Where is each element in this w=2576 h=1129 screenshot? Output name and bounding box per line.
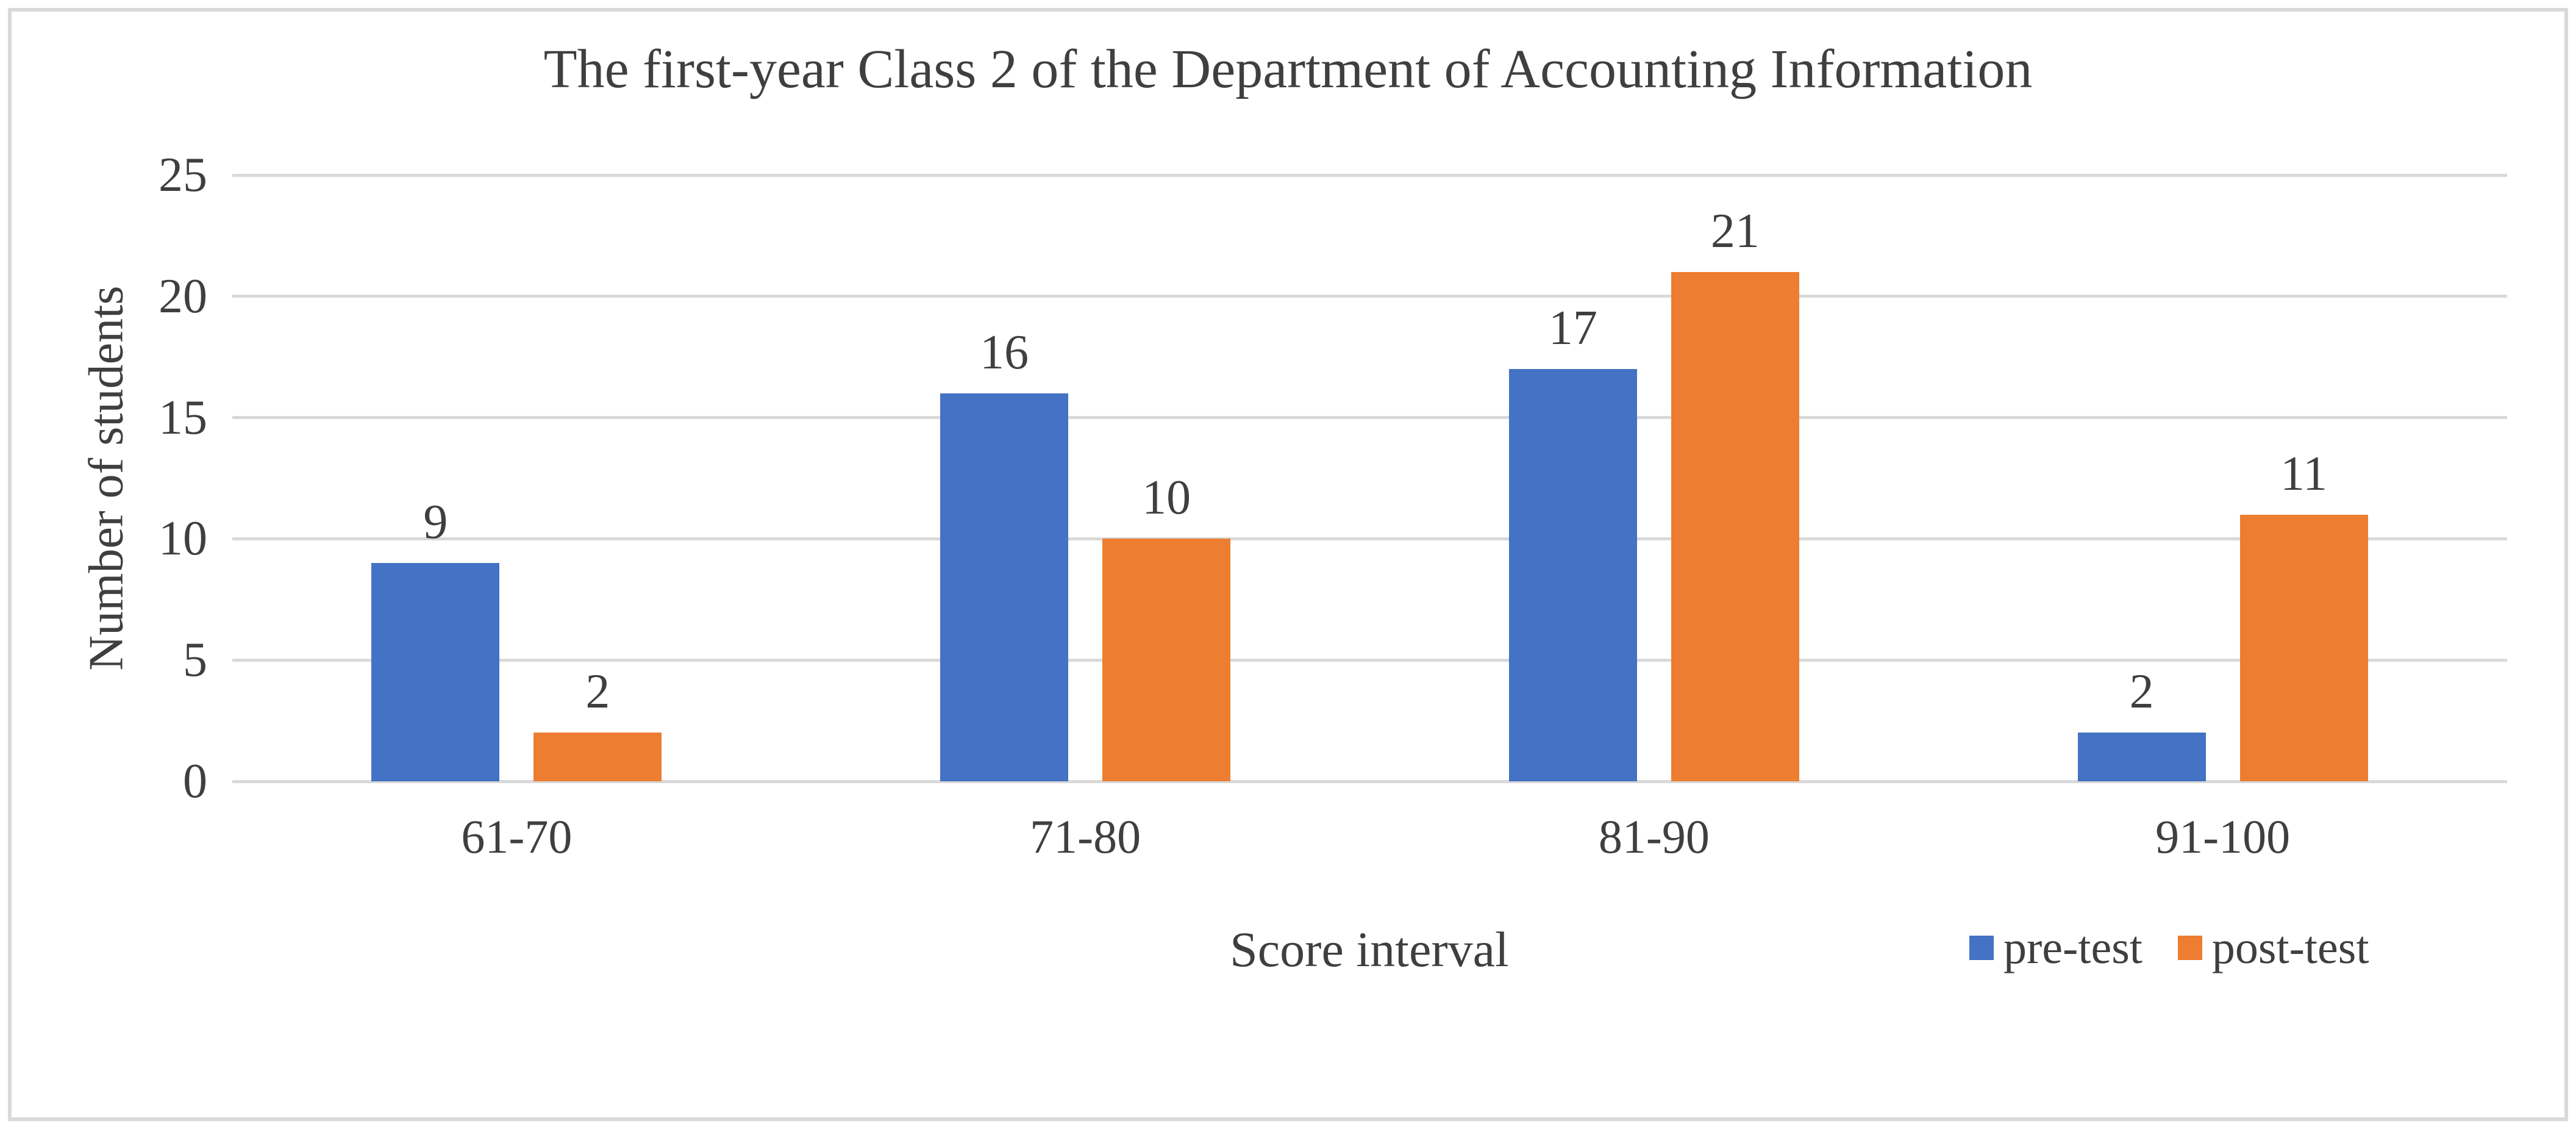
legend-swatch-post-test [2177, 936, 2202, 960]
bar-post-test [1102, 539, 1231, 781]
bar-value-label: 9 [423, 495, 448, 550]
gridline [232, 295, 2507, 298]
bar-post-test [1671, 272, 1799, 781]
legend-label: post-test [2211, 922, 2369, 973]
bar-value-label: 11 [2280, 446, 2328, 501]
bar-value-label: 10 [1142, 471, 1191, 525]
bar-post-test [2239, 514, 2368, 781]
gridline [232, 658, 2507, 662]
x-category-label: 61-70 [461, 810, 573, 863]
plot-area: 9 2 16 10 17 21 2 11 [232, 173, 2507, 783]
bar-value-label: 2 [2129, 665, 2154, 719]
x-axis-title: Score interval [1230, 922, 1509, 977]
legend-swatch-pre-test [1969, 936, 1994, 960]
x-category-label: 81-90 [1598, 810, 1710, 863]
y-tick-label: 5 [183, 633, 207, 687]
bar-pre-test [940, 393, 1069, 781]
gridline [232, 537, 2507, 540]
y-tick-label: 25 [159, 148, 207, 202]
x-category-label: 71-80 [1030, 810, 1141, 863]
bar-value-label: 16 [980, 325, 1029, 379]
legend-label: pre-test [2003, 922, 2143, 973]
y-axis-title: Number of students [79, 285, 134, 671]
legend-item-post-test: post-test [2177, 922, 2369, 973]
bar-pre-test [1508, 369, 1637, 781]
gridline [232, 780, 2507, 783]
x-category-label: 91-100 [2155, 810, 2291, 863]
y-tick-label: 0 [183, 754, 207, 808]
bar-pre-test [2077, 733, 2206, 781]
bar-value-label: 21 [1710, 204, 1760, 259]
y-tick-label: 10 [159, 512, 207, 566]
y-tick-label: 15 [159, 390, 207, 445]
legend: pre-test post-test [1969, 923, 2369, 972]
bar-value-label: 17 [1548, 301, 1597, 356]
y-tick-label: 20 [159, 269, 207, 323]
legend-item-pre-test: pre-test [1969, 923, 2143, 972]
gridline [232, 173, 2507, 177]
bar-value-label: 2 [585, 665, 610, 719]
bar-post-test [533, 733, 662, 781]
gridline [232, 416, 2507, 420]
chart-title: The first-year Class 2 of the Department… [543, 39, 2033, 99]
bar-pre-test [371, 563, 500, 781]
